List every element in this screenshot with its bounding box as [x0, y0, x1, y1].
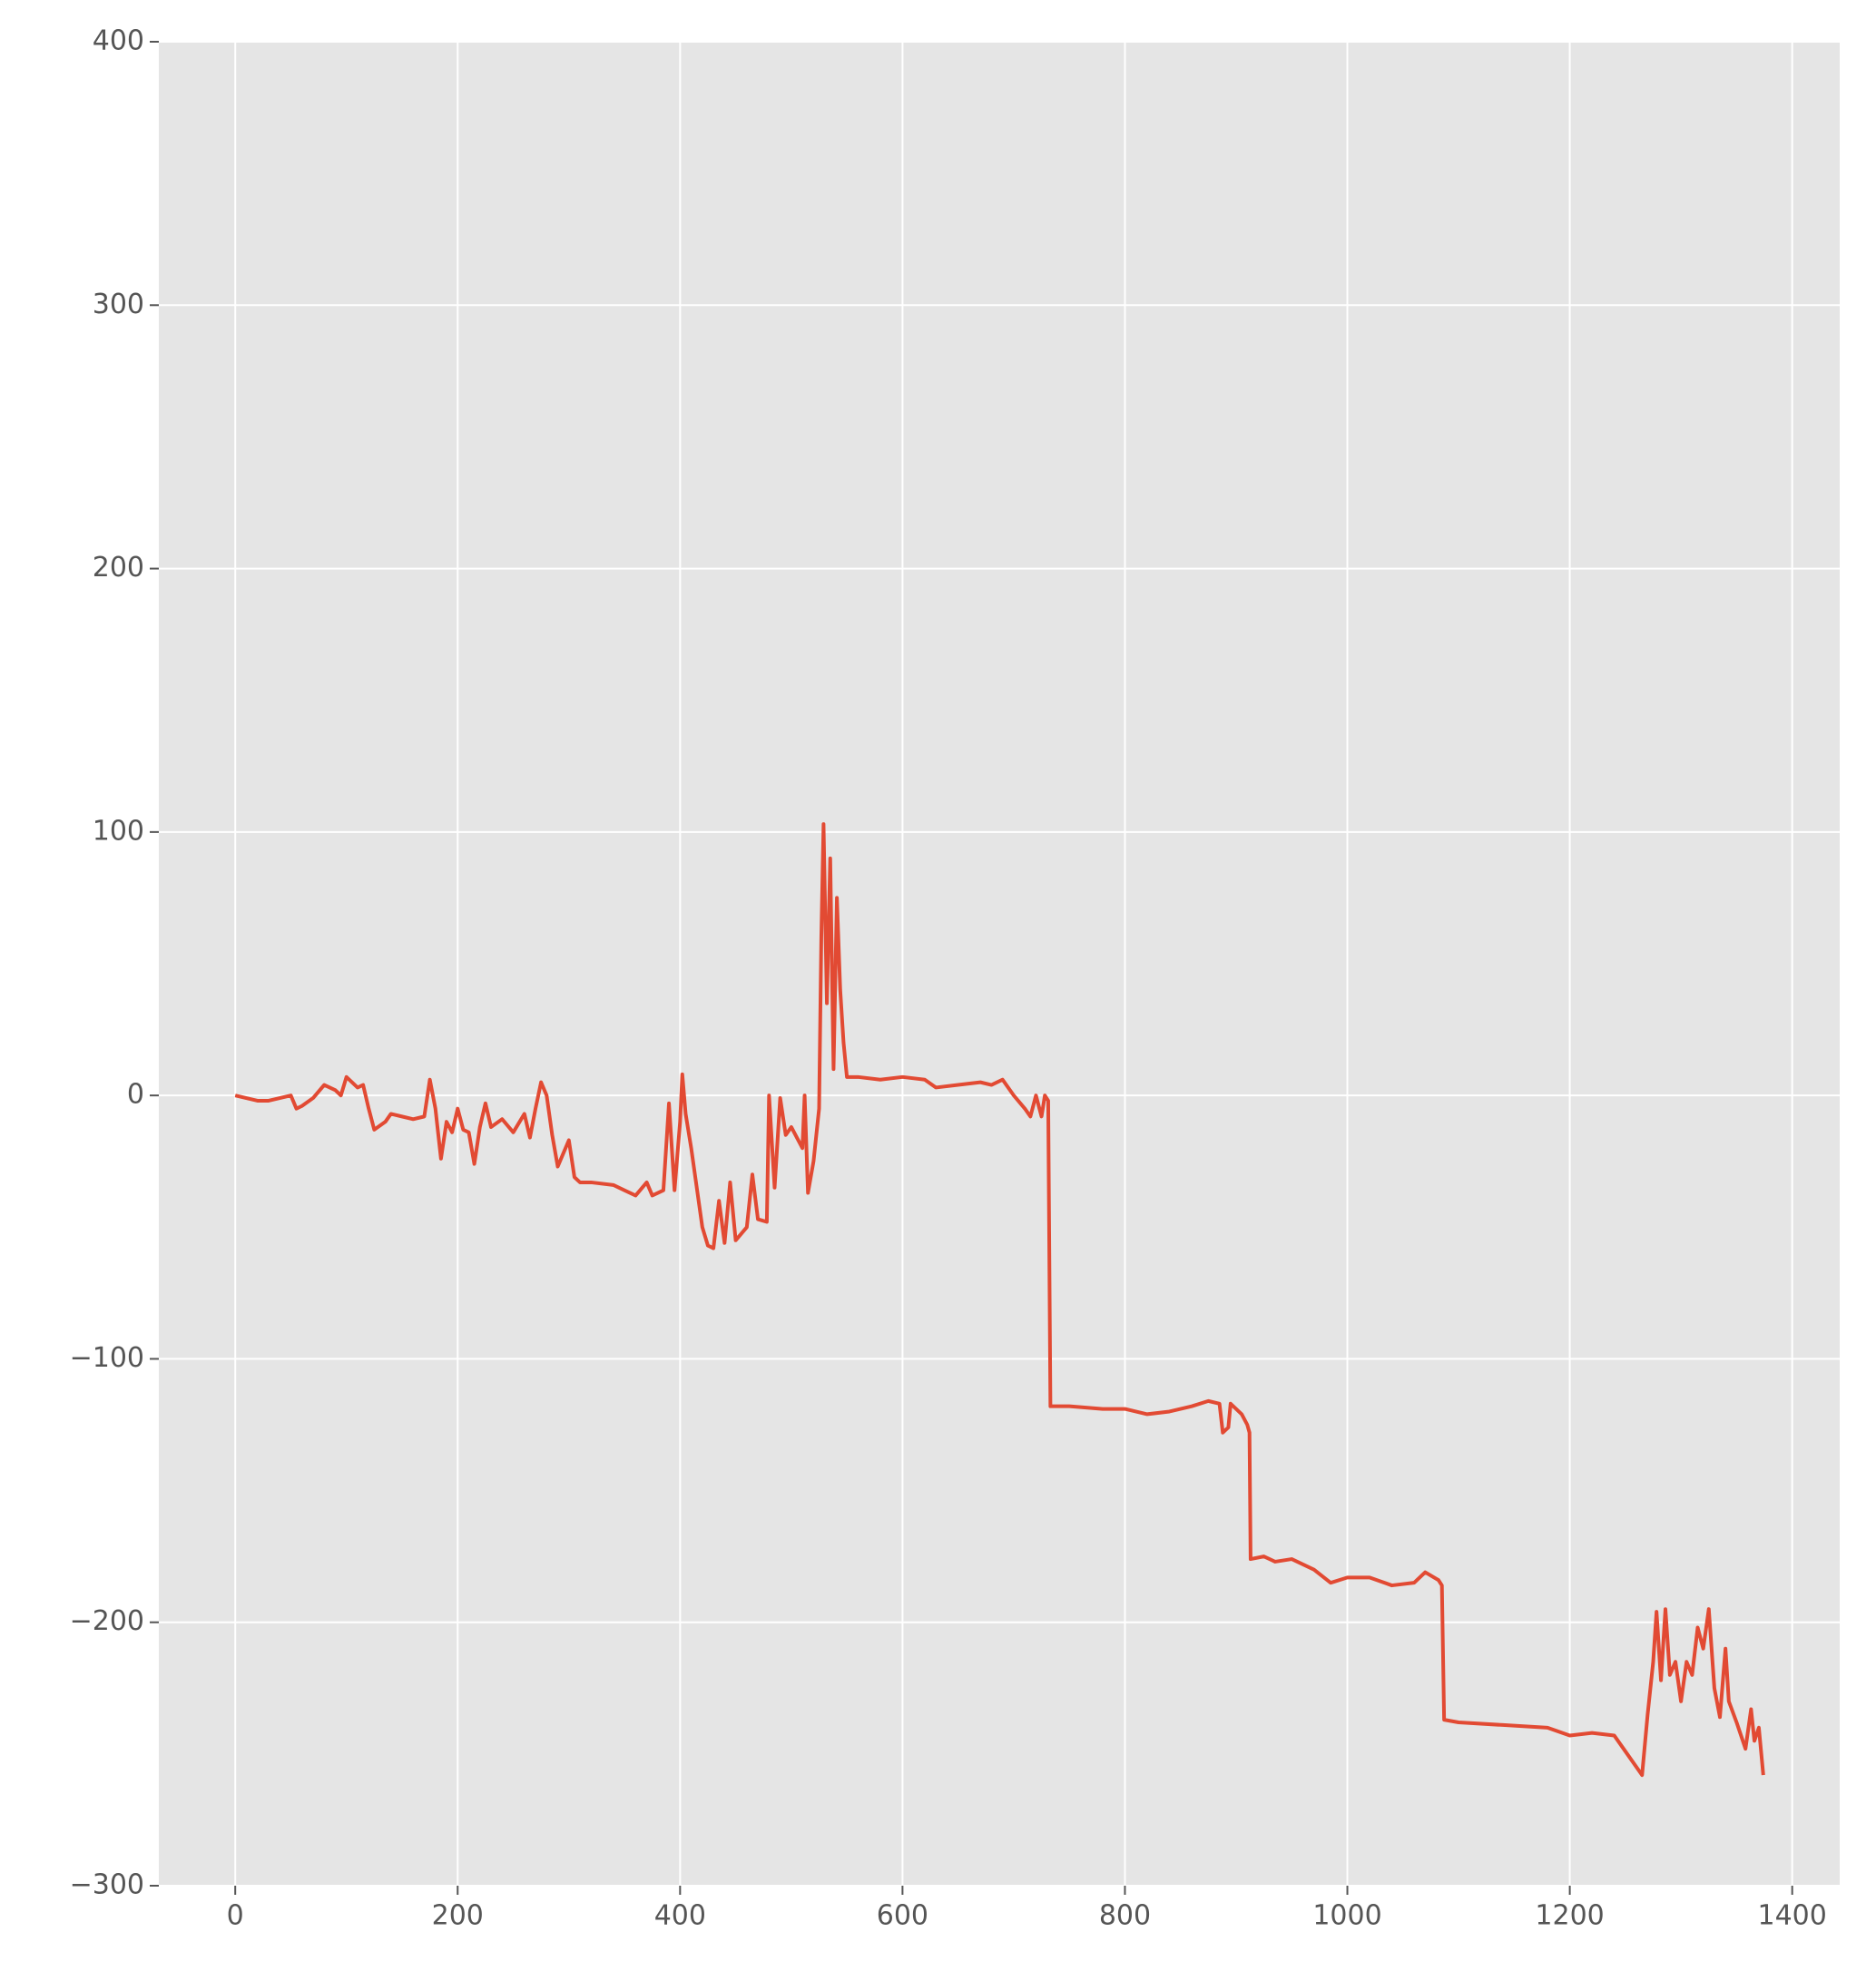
- y-tick-label: 300: [93, 289, 144, 320]
- x-tick-label: 400: [654, 1900, 706, 1932]
- y-tick-label: 400: [93, 25, 144, 57]
- y-tick-label: 100: [93, 815, 144, 847]
- y-tick-label: −100: [70, 1342, 144, 1374]
- y-tick-label: 200: [93, 552, 144, 584]
- x-tick-label: 1200: [1535, 1900, 1604, 1932]
- x-tick-label: 1000: [1312, 1900, 1381, 1932]
- y-tick-label: 0: [127, 1079, 144, 1111]
- x-tick-label: 800: [1099, 1900, 1151, 1932]
- x-tick-label: 200: [432, 1900, 484, 1932]
- y-tick-label: −300: [70, 1869, 144, 1901]
- x-tick-label: 1400: [1757, 1900, 1826, 1932]
- y-tick-label: −200: [70, 1605, 144, 1637]
- data-line: [234, 822, 1765, 1778]
- x-tick-label: 600: [877, 1900, 928, 1932]
- x-tick-label: 0: [227, 1900, 244, 1932]
- plot-area: [159, 42, 1840, 1886]
